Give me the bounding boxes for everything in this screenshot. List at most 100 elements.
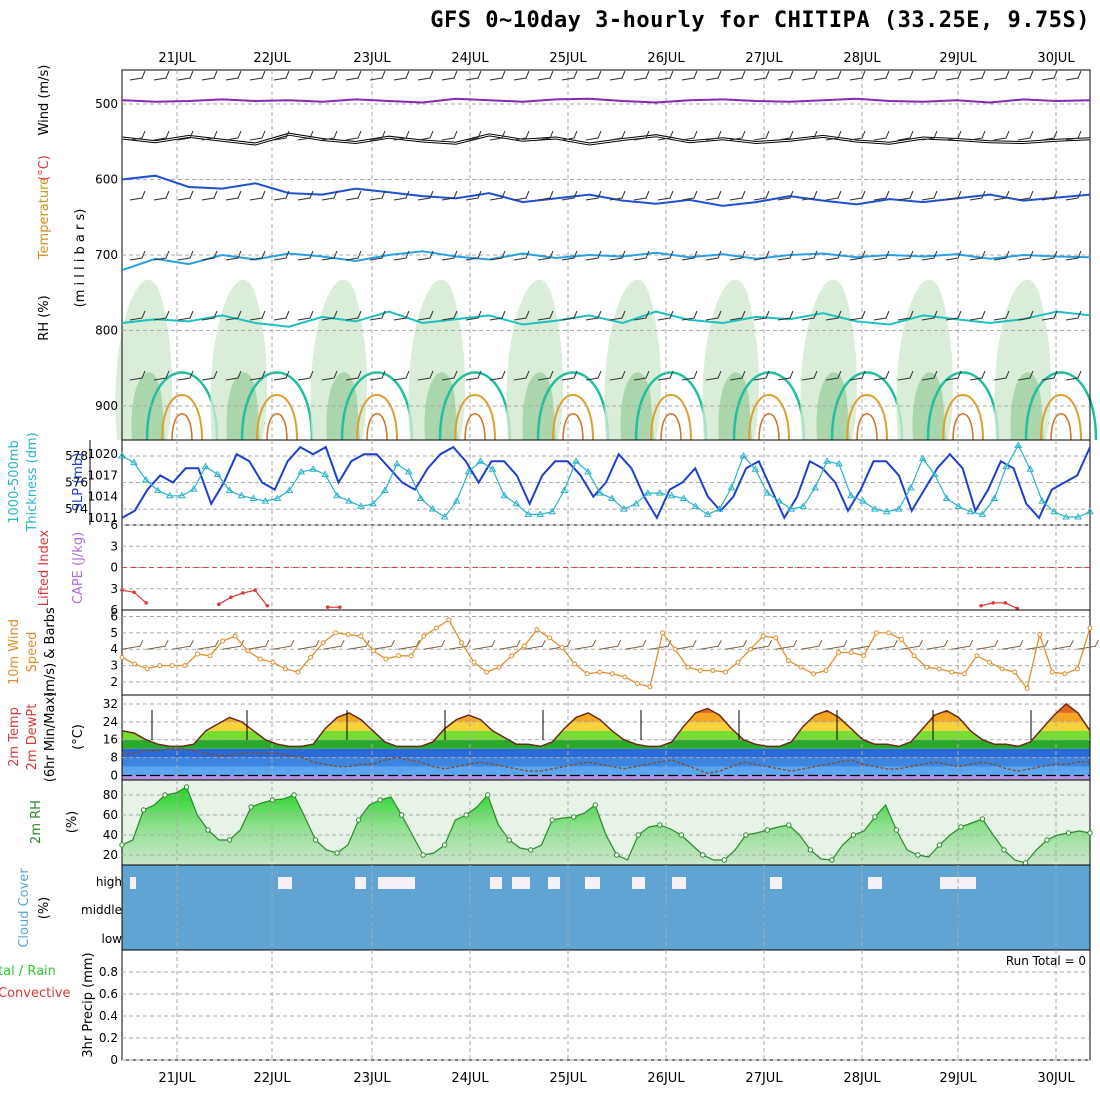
wind10-barb bbox=[499, 640, 521, 650]
wind-barb bbox=[321, 190, 338, 201]
wind10-barb bbox=[147, 640, 169, 650]
wind-barb bbox=[825, 130, 842, 141]
rh-point bbox=[1044, 837, 1050, 843]
wind-barb bbox=[609, 130, 626, 141]
label-thickness: 1000-500mb bbox=[7, 440, 22, 524]
thickness-point bbox=[608, 494, 616, 501]
rh-point bbox=[312, 837, 319, 843]
wind-barb bbox=[753, 370, 770, 381]
thickness-point bbox=[548, 507, 557, 515]
wind-barb bbox=[345, 130, 362, 141]
wind-barb bbox=[897, 70, 914, 81]
wind-barb bbox=[561, 130, 578, 141]
wind-speed-point bbox=[232, 633, 238, 639]
wind-barb bbox=[681, 70, 698, 81]
wind-barb bbox=[729, 190, 746, 201]
wind-barb bbox=[921, 250, 938, 261]
wind-speed-point bbox=[697, 667, 703, 673]
thickness-point bbox=[560, 486, 569, 493]
wind-barb bbox=[585, 70, 602, 81]
rh-tick-label: 40 bbox=[103, 828, 118, 842]
wind10-barb bbox=[172, 640, 194, 650]
wind-barb bbox=[345, 370, 362, 381]
rh-point bbox=[958, 824, 964, 830]
day-label-top: 30JUL bbox=[1037, 51, 1075, 66]
wind-barb bbox=[1017, 250, 1034, 261]
wind-barb bbox=[129, 310, 146, 321]
thickness-point bbox=[954, 502, 963, 509]
rh-tick-label: 60 bbox=[103, 808, 118, 822]
wind-barb bbox=[729, 370, 746, 381]
wind-barb bbox=[1065, 190, 1082, 201]
thickness-point bbox=[1062, 513, 1070, 520]
wind-speed-point bbox=[810, 671, 816, 677]
wind-barb bbox=[561, 310, 578, 321]
wind-barb bbox=[1041, 190, 1058, 201]
wind-speed-point bbox=[572, 661, 578, 667]
rh-shade-dark bbox=[620, 372, 654, 440]
thickness-point bbox=[297, 467, 306, 475]
isotherm-20 bbox=[1024, 371, 1098, 441]
wind-speed-point bbox=[446, 617, 452, 623]
rh-point bbox=[829, 857, 835, 863]
wind-barb bbox=[321, 370, 338, 381]
wind-barb bbox=[585, 190, 602, 201]
wind-barb bbox=[537, 310, 554, 321]
rh-point bbox=[140, 807, 147, 813]
wind10-barb bbox=[876, 640, 898, 650]
thickness-line bbox=[121, 444, 1091, 518]
thickness-point bbox=[847, 491, 855, 499]
rh-point bbox=[657, 822, 663, 828]
wind-barb bbox=[969, 370, 986, 381]
thickness-point bbox=[130, 458, 138, 466]
wind-barb bbox=[129, 370, 146, 381]
rh-point bbox=[786, 822, 792, 828]
rh-point bbox=[377, 797, 383, 803]
wind-speed-point bbox=[358, 633, 364, 639]
wind-barb bbox=[345, 310, 362, 321]
wind-barb bbox=[1065, 310, 1082, 321]
isotherm-30 bbox=[758, 413, 780, 441]
thickness-tick-label: 578 bbox=[65, 449, 88, 463]
label-precip: 3hr Precip (mm) bbox=[81, 952, 96, 1057]
wind-barb bbox=[777, 70, 794, 81]
wind-barb bbox=[345, 190, 362, 201]
wind-barb bbox=[201, 190, 218, 201]
wind-barb bbox=[849, 250, 866, 261]
day-label-top: 22JUL bbox=[253, 51, 291, 66]
wind-speed-point bbox=[798, 664, 804, 670]
isotherm-30 bbox=[464, 413, 486, 441]
wind-barb bbox=[177, 370, 194, 381]
day-label-top: 29JUL bbox=[939, 51, 977, 66]
wind-barb bbox=[777, 370, 794, 381]
rh-point bbox=[528, 847, 534, 853]
slp-tick-label: 1011 bbox=[87, 511, 118, 525]
wind-barb bbox=[249, 130, 266, 141]
pressure-tick-label: 600 bbox=[95, 172, 118, 186]
wind-speed-point bbox=[521, 643, 527, 649]
wind-barb bbox=[1041, 370, 1058, 381]
wind-barb bbox=[129, 190, 146, 201]
precip-tick-label: 0.8 bbox=[99, 965, 118, 979]
wind-barb bbox=[153, 130, 170, 141]
pressure-tick-label: 800 bbox=[95, 324, 118, 338]
pressure-tick-label: 500 bbox=[95, 97, 118, 111]
precip-tick-label: 0.6 bbox=[99, 987, 118, 1001]
thickness-point bbox=[1038, 497, 1047, 504]
wind-speed-point bbox=[421, 633, 427, 639]
wind-barb bbox=[1041, 250, 1058, 261]
wind-barb bbox=[681, 310, 698, 321]
thickness-point bbox=[142, 475, 150, 483]
label-wind: Wind (m/s) bbox=[37, 65, 52, 136]
rh-shade-dark bbox=[326, 372, 360, 440]
wind-barb bbox=[561, 190, 578, 201]
rh-point bbox=[183, 784, 190, 790]
day-label-top: 24JUL bbox=[451, 51, 489, 66]
wind-barb bbox=[705, 250, 722, 261]
day-label-bottom: 27JUL bbox=[745, 1071, 783, 1086]
wind-barb bbox=[1065, 250, 1082, 261]
wind-barb bbox=[585, 250, 602, 261]
wind-barb bbox=[729, 310, 746, 321]
day-label-bottom: 29JUL bbox=[939, 1071, 977, 1086]
